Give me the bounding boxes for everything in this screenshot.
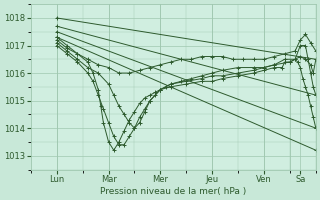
- X-axis label: Pression niveau de la mer( hPa ): Pression niveau de la mer( hPa ): [100, 187, 246, 196]
